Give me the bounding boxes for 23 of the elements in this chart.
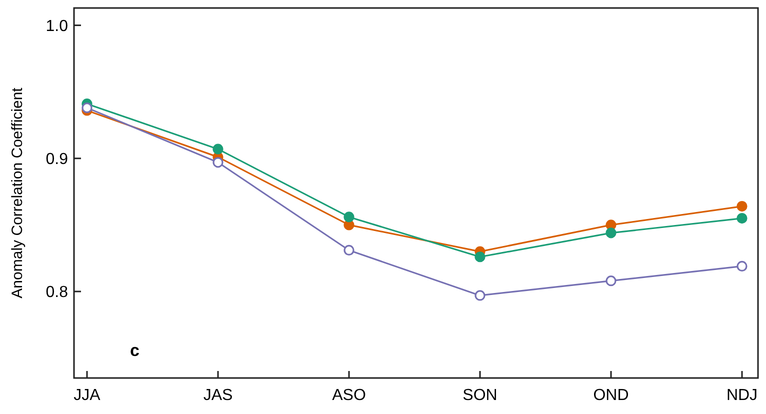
point (344, 212, 354, 222)
point (82, 102, 92, 114)
y-tick-label: 0.8 (46, 284, 68, 302)
point (606, 228, 616, 238)
x-tick-label: NDJ (726, 387, 758, 404)
point (212, 144, 224, 154)
x-tick-label: OND (593, 387, 629, 404)
point (212, 157, 224, 168)
point (606, 276, 616, 286)
point (344, 244, 354, 256)
point (474, 290, 486, 301)
point (736, 260, 748, 272)
x-tick-label: JJA (74, 387, 101, 404)
point (474, 252, 486, 262)
y-tick-label: 0.9 (46, 150, 68, 168)
annotation: c (130, 341, 140, 360)
x-tick-label: ASO (332, 387, 366, 404)
point (736, 212, 748, 224)
y-tick-label: 1.0 (46, 18, 68, 35)
x-tick-label: SON (462, 387, 498, 404)
y-axis-title: Anomaly Correlation Coefficient (9, 86, 26, 298)
point (736, 201, 748, 212)
x-tick-label: JAS (203, 387, 233, 404)
